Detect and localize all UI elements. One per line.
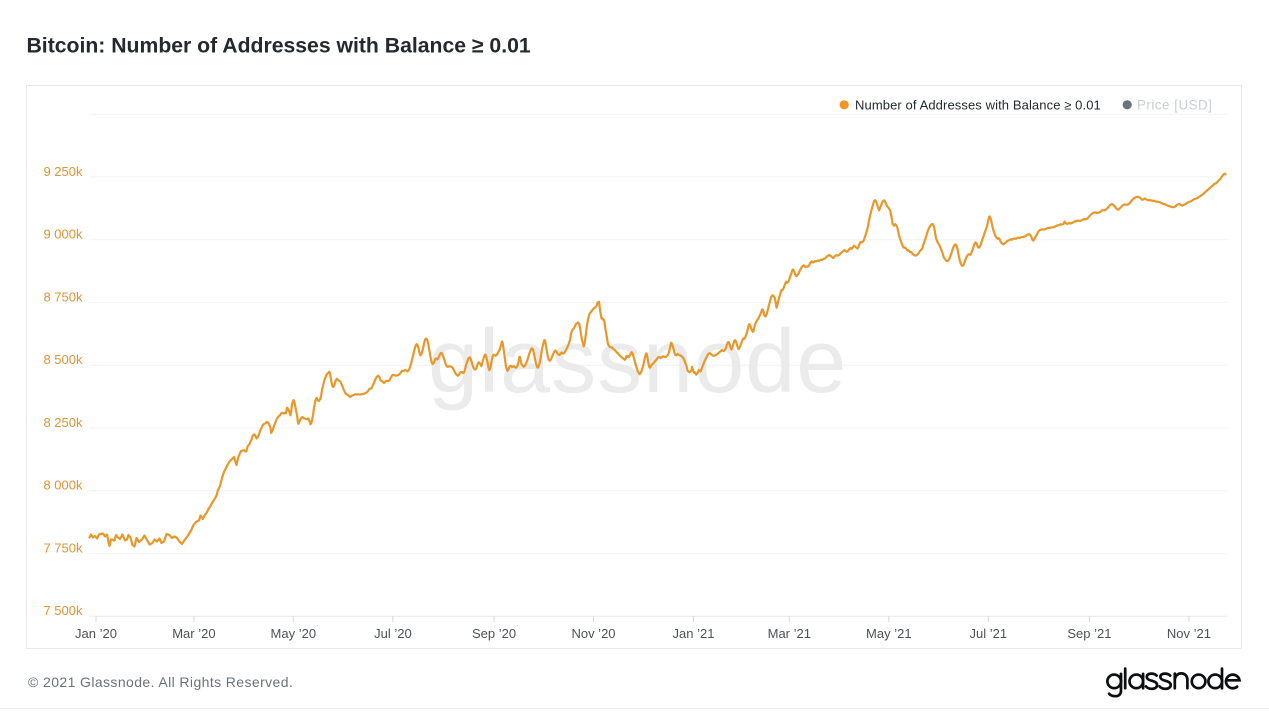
svg-text:Jan ’20: Jan ’20 bbox=[75, 626, 117, 641]
svg-text:Mar ’20: Mar ’20 bbox=[172, 626, 215, 641]
svg-text:Nov ’21: Nov ’21 bbox=[1167, 626, 1211, 641]
svg-text:7 750k: 7 750k bbox=[43, 541, 83, 556]
svg-text:9 000k: 9 000k bbox=[43, 227, 83, 242]
svg-text:Bitcoin: Number of Addresses w: Bitcoin: Number of Addresses with Balanc… bbox=[27, 35, 531, 58]
svg-text:Number of Addresses with Balan: Number of Addresses with Balance ≥ 0.01 bbox=[855, 98, 1101, 113]
svg-text:8 250k: 8 250k bbox=[43, 415, 83, 430]
svg-text:glassnode: glassnode bbox=[428, 312, 847, 412]
svg-text:Price [USD]: Price [USD] bbox=[1137, 98, 1212, 113]
svg-text:Jan ’21: Jan ’21 bbox=[673, 626, 715, 641]
svg-text:Nov ’20: Nov ’20 bbox=[571, 626, 615, 641]
svg-text:May ’20: May ’20 bbox=[271, 626, 317, 641]
svg-text:8 000k: 8 000k bbox=[43, 478, 83, 493]
svg-text:7 500k: 7 500k bbox=[43, 603, 83, 618]
svg-text:9 250k: 9 250k bbox=[43, 164, 83, 179]
svg-text:8 750k: 8 750k bbox=[43, 289, 83, 304]
svg-text:Sep ’20: Sep ’20 bbox=[472, 626, 516, 641]
svg-text:Jul ’20: Jul ’20 bbox=[374, 626, 412, 641]
svg-text:© 2021 Glassnode. All Rights R: © 2021 Glassnode. All Rights Reserved. bbox=[28, 674, 293, 690]
svg-text:8 500k: 8 500k bbox=[43, 352, 83, 367]
svg-text:Sep ’21: Sep ’21 bbox=[1067, 626, 1111, 641]
svg-text:Jul ’21: Jul ’21 bbox=[970, 626, 1008, 641]
svg-text:Mar ’21: Mar ’21 bbox=[768, 626, 811, 641]
svg-text:May ’21: May ’21 bbox=[866, 626, 912, 641]
